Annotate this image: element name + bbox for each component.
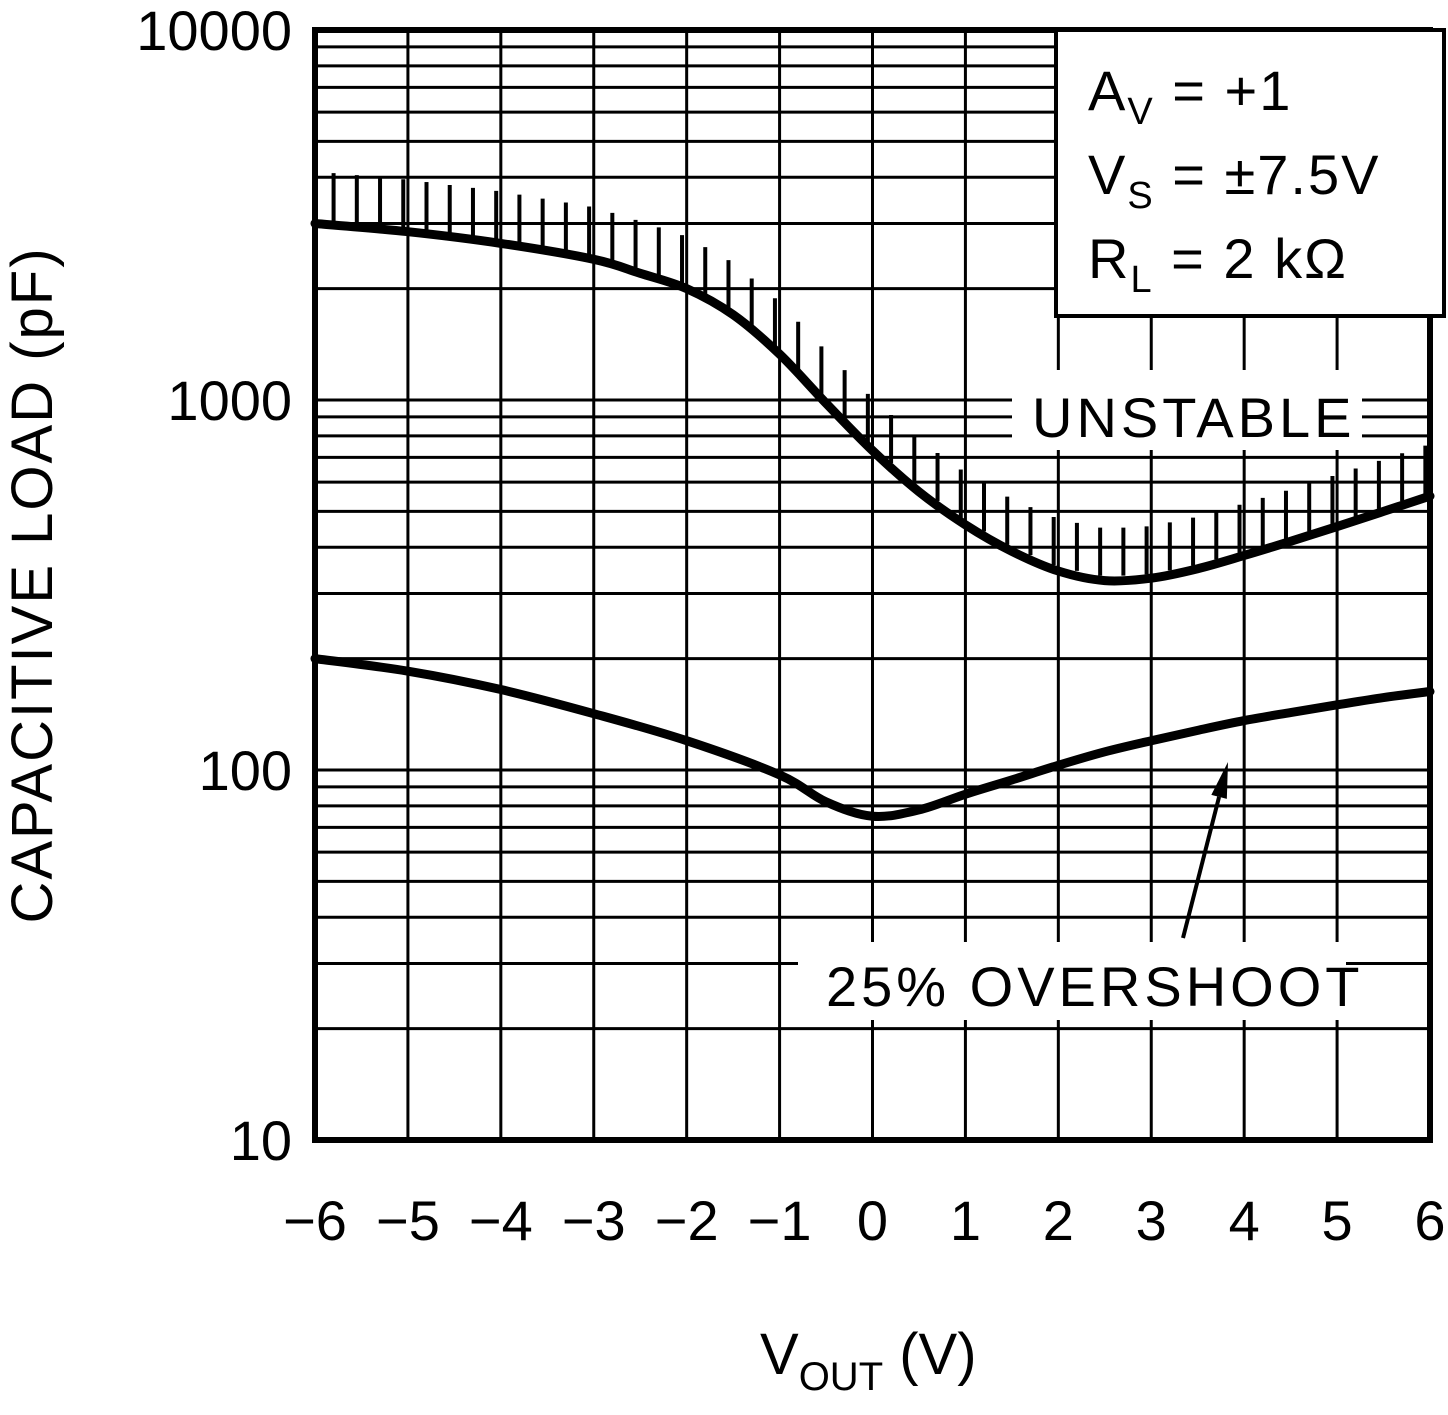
x-axis-title: VOUT (V) [760,1322,977,1399]
x-tick-label: −5 [376,1189,440,1252]
y-tick-label: 10000 [136,0,292,62]
condition-line-2: RL = 2 kΩ [1088,227,1348,301]
overshoot-arrow-head [1211,762,1228,799]
y-tick-label: 10 [230,1109,292,1172]
condition-line-1: VS = ±7.5V [1088,143,1380,217]
y-tick-label: 100 [199,739,292,802]
unstable-boundary-curve [310,218,1435,586]
conditions-box [1054,28,1446,318]
y-axis-title: CAPACITIVE LOAD (pF) [0,246,65,923]
x-tick-label: 0 [857,1189,888,1252]
condition-line-0: AV = +1 [1088,59,1292,133]
unstable-region-hatching [331,173,1428,576]
x-tick-label: −6 [283,1189,347,1252]
unstable-label-box [1012,370,1362,450]
x-tick-label: −2 [655,1189,719,1252]
unstable-label: UNSTABLE [1032,386,1355,449]
overshoot-arrow-line [1181,796,1222,939]
overshoot-label-box [798,942,1346,1020]
x-tick-label: 3 [1136,1189,1167,1252]
x-tick-label: −1 [748,1189,812,1252]
overshoot-label: 25% OVERSHOOT [826,955,1363,1018]
plot-border [312,27,1433,1143]
x-tick-label: 2 [1043,1189,1074,1252]
x-tick-label: −4 [469,1189,533,1252]
x-tick-label: 6 [1414,1189,1445,1252]
x-tick-label: 4 [1229,1189,1260,1252]
x-tick-label: −3 [562,1189,626,1252]
y-tick-label: 1000 [167,369,292,432]
overshoot-25pct-curve [310,654,1435,821]
x-tick-label: 5 [1322,1189,1353,1252]
x-tick-label: 1 [950,1189,981,1252]
